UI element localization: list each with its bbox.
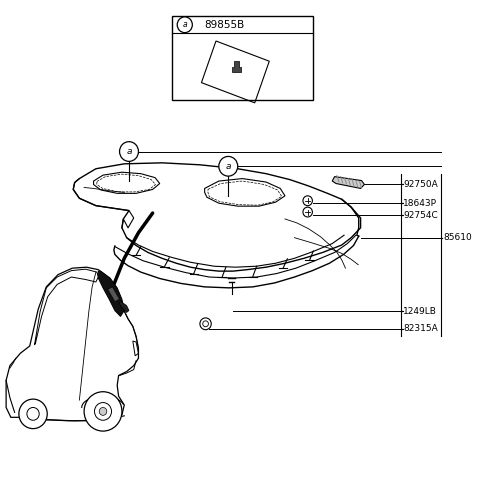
Polygon shape [119, 301, 129, 312]
Circle shape [303, 196, 312, 205]
Polygon shape [98, 271, 124, 316]
Circle shape [219, 156, 238, 176]
Circle shape [84, 392, 122, 431]
Text: 18643P: 18643P [403, 198, 437, 208]
Circle shape [200, 318, 211, 330]
Text: 85610: 85610 [444, 233, 472, 242]
Text: 89855B: 89855B [204, 20, 245, 30]
Circle shape [177, 17, 192, 33]
Circle shape [95, 402, 111, 420]
Circle shape [120, 142, 138, 161]
Polygon shape [332, 177, 364, 189]
Circle shape [27, 407, 39, 420]
Text: a: a [226, 162, 231, 171]
Text: 1249LB: 1249LB [403, 307, 437, 316]
Circle shape [99, 407, 107, 415]
Polygon shape [232, 60, 241, 72]
Circle shape [203, 321, 208, 327]
Bar [171, 16, 313, 100]
Text: 82315A: 82315A [403, 324, 438, 333]
Polygon shape [108, 287, 120, 301]
Text: 92750A: 92750A [403, 180, 438, 189]
Text: 92754C: 92754C [403, 210, 438, 219]
Text: a: a [126, 147, 132, 156]
Circle shape [19, 399, 47, 429]
Text: a: a [182, 20, 187, 29]
Circle shape [303, 207, 312, 217]
